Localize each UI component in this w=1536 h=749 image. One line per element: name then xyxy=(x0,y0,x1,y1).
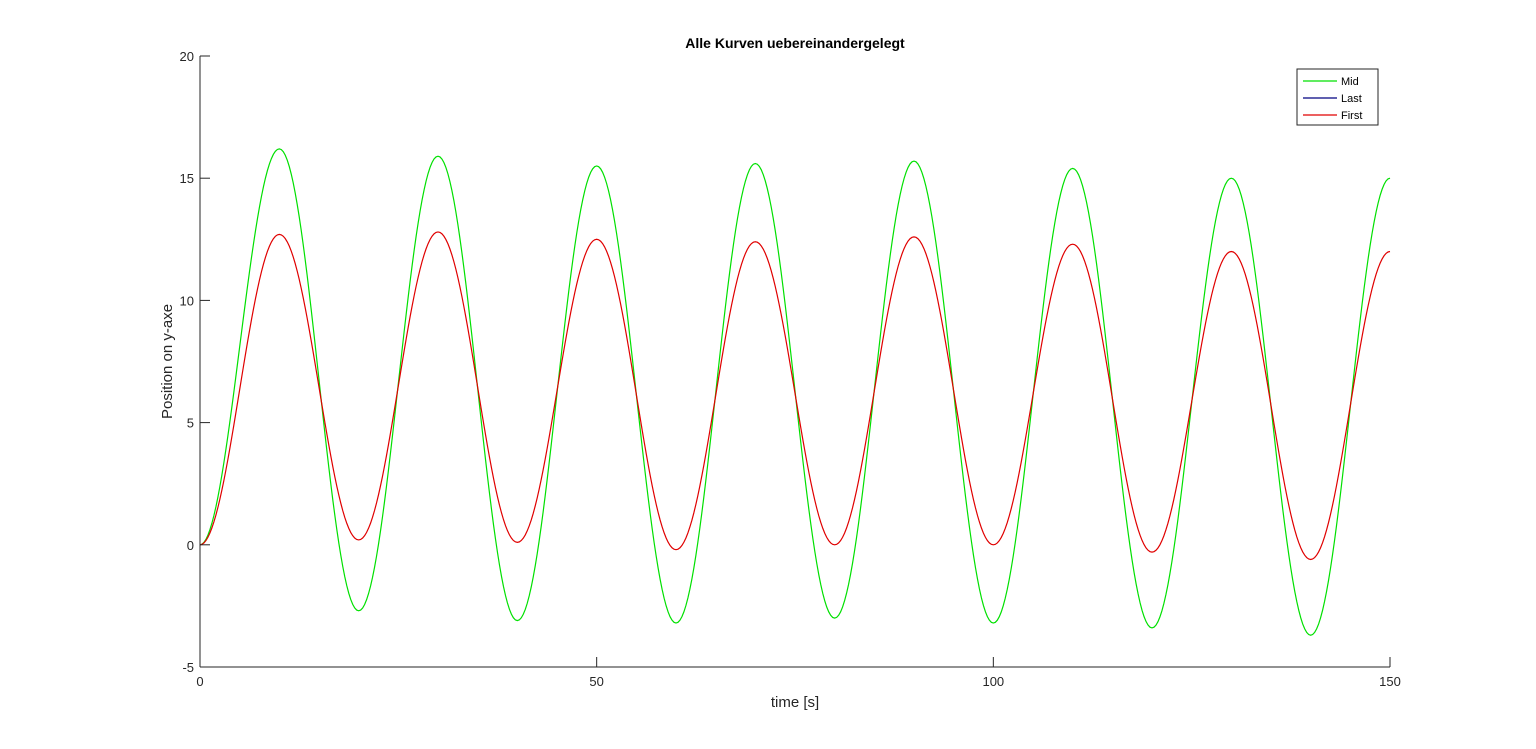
y-tick-label: 0 xyxy=(187,538,194,553)
y-tick-label: 15 xyxy=(180,171,194,186)
legend-box xyxy=(1296,68,1379,126)
legend-label-first: First xyxy=(1341,110,1362,122)
x-tick-label: 50 xyxy=(589,674,603,689)
plot-lines xyxy=(199,148,1391,636)
y-tick-label: 20 xyxy=(180,49,194,64)
legend-label-mid: Mid xyxy=(1341,76,1359,88)
x-axis-label: time [s] xyxy=(771,694,819,711)
legend-label-last: Last xyxy=(1341,93,1362,105)
x-tick-label: 0 xyxy=(196,674,203,689)
x-tick-label: 100 xyxy=(982,674,1004,689)
y-tick-label: 10 xyxy=(180,293,194,308)
y-tick-label: -5 xyxy=(182,660,194,675)
chart-title: Alle Kurven uebereinandergelegt xyxy=(685,35,905,51)
y-tick-label: 5 xyxy=(187,416,194,431)
legend: Mid Last First xyxy=(1296,68,1379,126)
x-tick-label: 150 xyxy=(1379,674,1401,689)
series-line-first xyxy=(199,231,1391,561)
y-axis-label: Position on y-axe xyxy=(159,304,176,419)
